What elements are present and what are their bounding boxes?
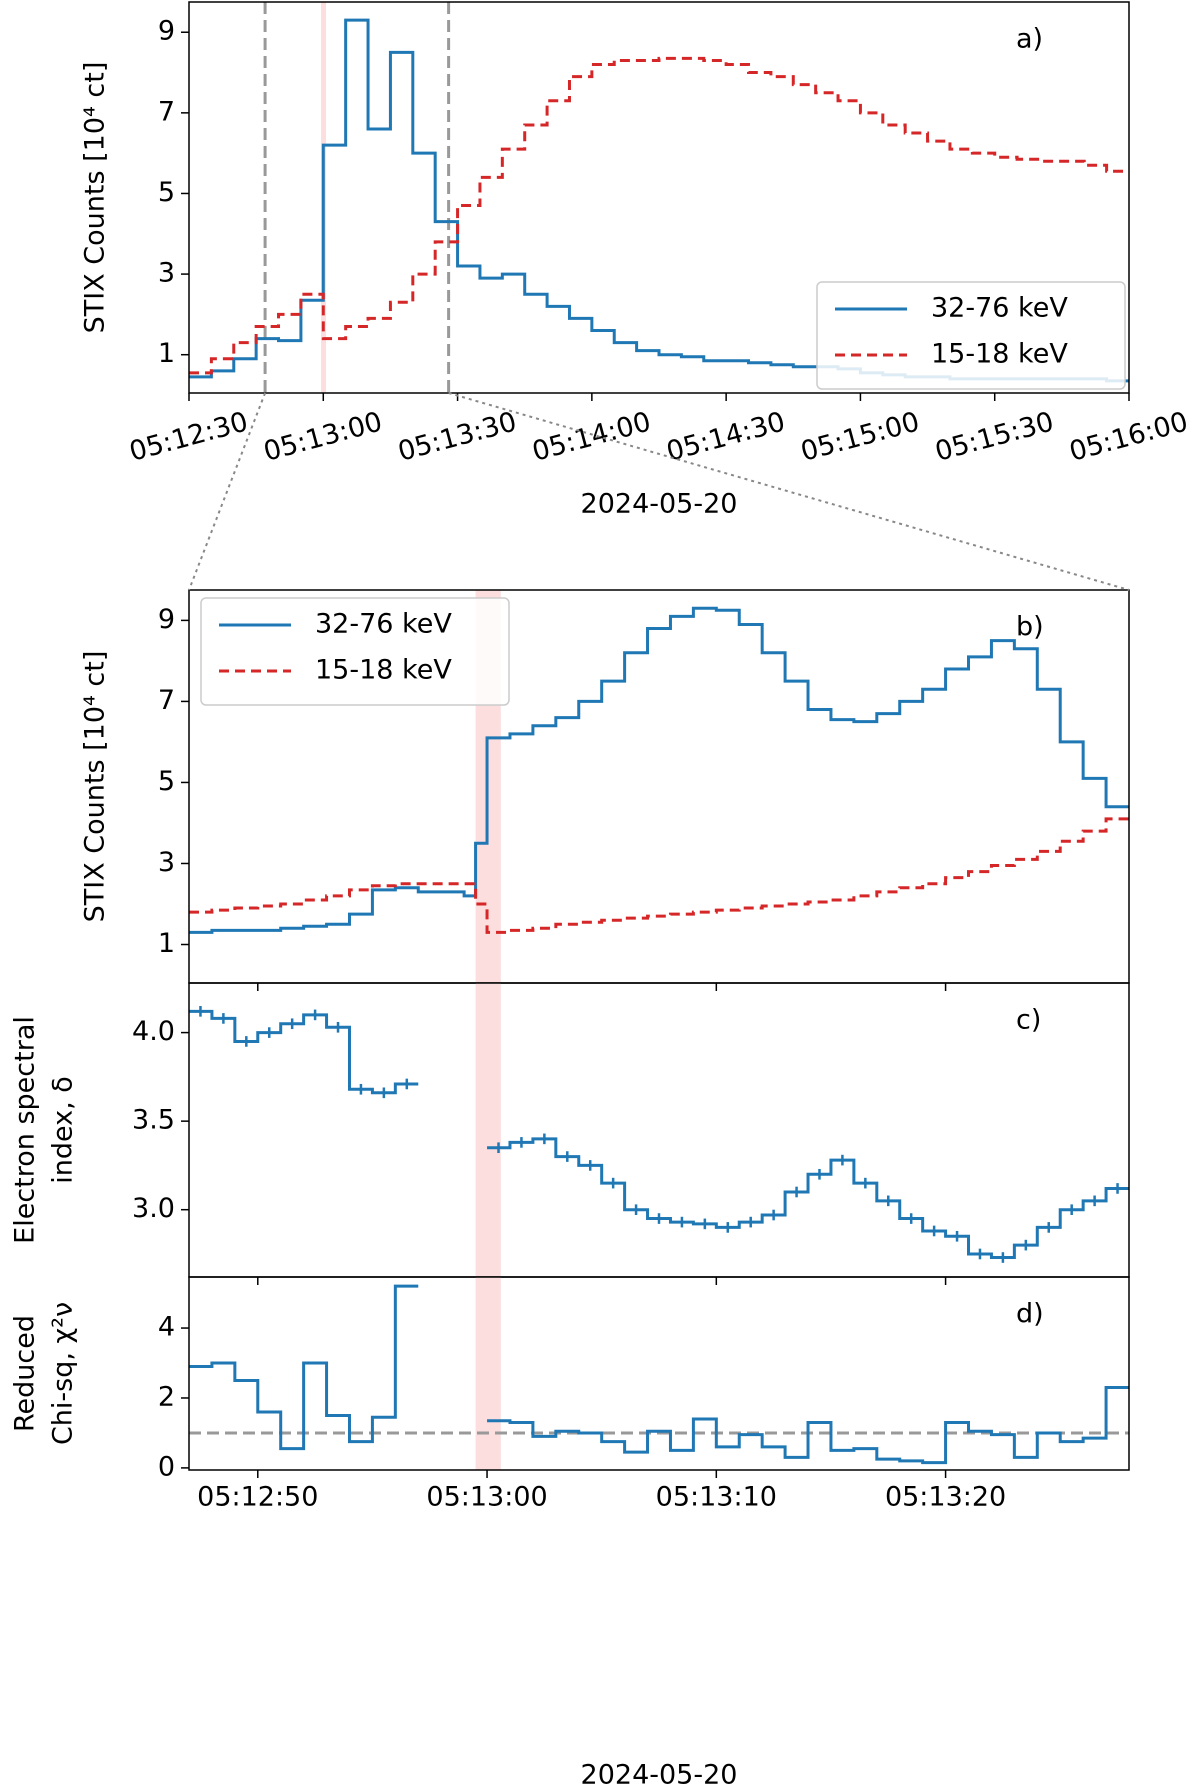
y-tick-label: 3 bbox=[158, 258, 175, 289]
step-line bbox=[189, 817, 1129, 934]
x-tick-label: 05:16:00 bbox=[1066, 406, 1191, 467]
y-tick-label: 2 bbox=[158, 1381, 175, 1412]
y-tick-label: 4 bbox=[158, 1312, 175, 1343]
y-tick-label: 1 bbox=[158, 338, 175, 369]
y-axis-label: index, δ bbox=[48, 1076, 79, 1184]
y-tick-label: 7 bbox=[158, 685, 175, 716]
highlight-band bbox=[475, 1277, 501, 1470]
x-tick-label: 05:13:30 bbox=[395, 406, 520, 467]
panel-label: d) bbox=[1016, 1299, 1044, 1330]
panel-label: b) bbox=[1016, 612, 1044, 643]
x-tick-label: 05:14:30 bbox=[663, 406, 788, 467]
y-axis-label: Reduced bbox=[10, 1315, 41, 1432]
step-line bbox=[189, 1009, 419, 1095]
x-tick-label: 05:13:00 bbox=[260, 406, 385, 467]
y-axis-label: Electron spectral bbox=[10, 1016, 41, 1244]
axes-frame bbox=[188, 1276, 1130, 1471]
x-tick-label: 05:12:30 bbox=[126, 406, 251, 467]
y-axis-label: Chi-sq, χ²ν bbox=[48, 1302, 79, 1445]
x-tick-label: 05:12:50 bbox=[197, 1482, 318, 1513]
x-tick-label: 05:15:00 bbox=[798, 406, 923, 467]
x-tick-label: 05:15:30 bbox=[932, 406, 1057, 467]
panel-label: a) bbox=[1016, 24, 1043, 55]
y-tick-label: 1 bbox=[158, 928, 175, 959]
x-tick-label: 05:13:20 bbox=[885, 1482, 1006, 1513]
y-tick-label: 9 bbox=[158, 604, 175, 635]
y-tick-label: 0 bbox=[158, 1451, 175, 1482]
y-tick-label: 9 bbox=[158, 16, 175, 47]
legend-label: 32-76 keV bbox=[931, 293, 1068, 324]
legend-label: 15-18 keV bbox=[315, 655, 452, 686]
highlight-band bbox=[475, 983, 501, 1277]
step-line bbox=[487, 1137, 1129, 1260]
y-tick-label: 3.5 bbox=[132, 1105, 175, 1136]
legend-label: 15-18 keV bbox=[931, 339, 1068, 370]
y-tick-label: 7 bbox=[158, 96, 175, 127]
zoom-connector bbox=[448, 392, 1130, 591]
x-axis-label: 2024-05-20 bbox=[581, 1760, 738, 1791]
legend-label: 32-76 keV bbox=[315, 609, 452, 640]
y-tick-label: 3 bbox=[158, 847, 175, 878]
panel: 0 2 4 05:12:50 05:13:00 05:13:10 05:13:20 2024-… bbox=[10, 1276, 1130, 1791]
zoom-connector bbox=[188, 392, 267, 591]
panel-label: c) bbox=[1016, 1005, 1041, 1036]
y-axis-label: STIX Counts [10⁴ ct] bbox=[80, 62, 111, 334]
step-line bbox=[189, 56, 1129, 375]
y-tick-label: 5 bbox=[158, 177, 175, 208]
panel: 4.0 3.5 3.0 Electron spectral index, δ c) bbox=[10, 982, 1130, 1285]
x-axis-label: 2024-05-20 bbox=[581, 489, 738, 520]
y-tick-label: 4.0 bbox=[132, 1016, 175, 1047]
y-tick-label: 5 bbox=[158, 766, 175, 797]
step-line bbox=[189, 1284, 419, 1451]
x-tick-label: 05:13:00 bbox=[426, 1482, 547, 1513]
x-tick-label: 05:14:00 bbox=[529, 406, 654, 467]
step-line bbox=[487, 1385, 1129, 1465]
step-line bbox=[189, 606, 1129, 934]
y-tick-label: 3.0 bbox=[132, 1193, 175, 1224]
axes-frame bbox=[188, 1, 1130, 394]
x-tick-label: 05:13:10 bbox=[656, 1482, 777, 1513]
y-axis-label: STIX Counts [10⁴ ct] bbox=[80, 651, 111, 923]
panel: 1 3 5 7 9 STIX Counts [10⁴ ct] b) 32-76 keV 15-1… bbox=[80, 589, 1130, 991]
